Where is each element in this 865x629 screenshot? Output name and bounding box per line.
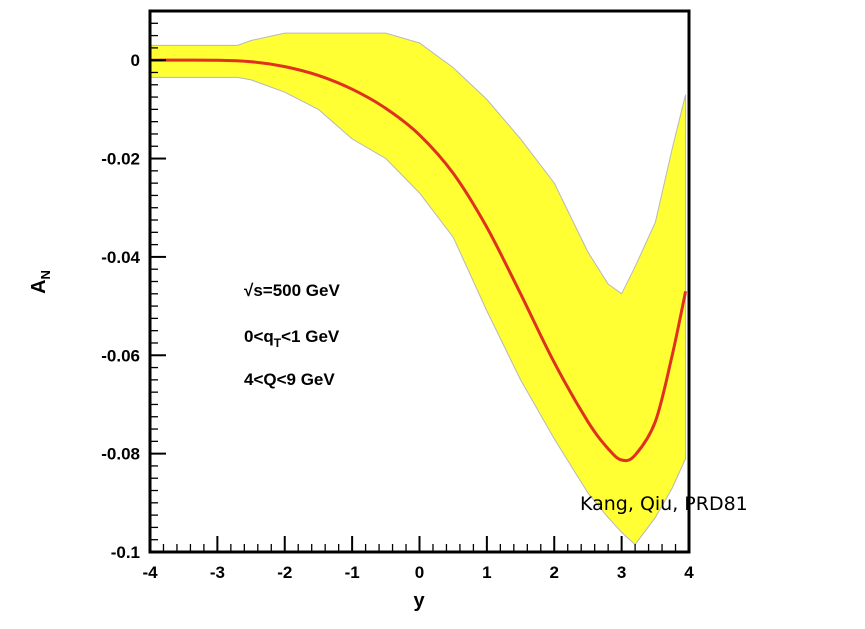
x-tick-label: -4 xyxy=(142,563,158,582)
axis-ticks xyxy=(149,10,690,553)
y-tick-label: -0.04 xyxy=(101,248,140,267)
annotation-qt: 0<qT<1 GeV xyxy=(244,327,340,350)
y-tick-labels: 0 -0.02 -0.04 -0.06 -0.08 -0.1 xyxy=(101,51,140,562)
x-tick-label: -3 xyxy=(210,563,225,582)
y-tick-label: -0.06 xyxy=(101,346,140,365)
y-tick-label: -0.1 xyxy=(111,543,140,562)
x-tick-label: -2 xyxy=(277,563,292,582)
annotation-qt-sub: T xyxy=(274,336,282,350)
annotation-q: 4<Q<9 GeV xyxy=(244,370,335,389)
y-axis-title-sub: N xyxy=(38,270,53,279)
x-tick-label: -1 xyxy=(345,563,360,582)
y-axis-title-main: A xyxy=(28,279,50,293)
x-tick-label: 0 xyxy=(415,563,424,582)
x-tick-label: 3 xyxy=(617,563,626,582)
x-tick-label: 4 xyxy=(684,563,694,582)
credit-label: Kang, Qiu, PRD81 xyxy=(580,493,748,515)
annotation-energy: √s=500 GeV xyxy=(244,281,340,300)
annotation-qt-right: <1 GeV xyxy=(281,327,340,346)
x-tick-labels: -4 -3 -2 -1 0 1 2 3 4 xyxy=(142,563,694,582)
y-tick-label: -0.08 xyxy=(101,445,140,464)
central-curve xyxy=(149,58,688,463)
plot-area xyxy=(149,32,688,546)
annotation-qt-left: 0<q xyxy=(244,327,274,346)
svg-text:AN: AN xyxy=(28,270,53,294)
x-axis-title: y xyxy=(413,590,425,612)
x-tick-label: 1 xyxy=(482,563,491,582)
y-tick-label: 0 xyxy=(131,51,140,70)
y-tick-label: -0.02 xyxy=(101,150,140,169)
uncertainty-band xyxy=(149,32,687,546)
x-tick-label: 2 xyxy=(550,563,559,582)
y-axis-title: AN xyxy=(28,270,53,294)
